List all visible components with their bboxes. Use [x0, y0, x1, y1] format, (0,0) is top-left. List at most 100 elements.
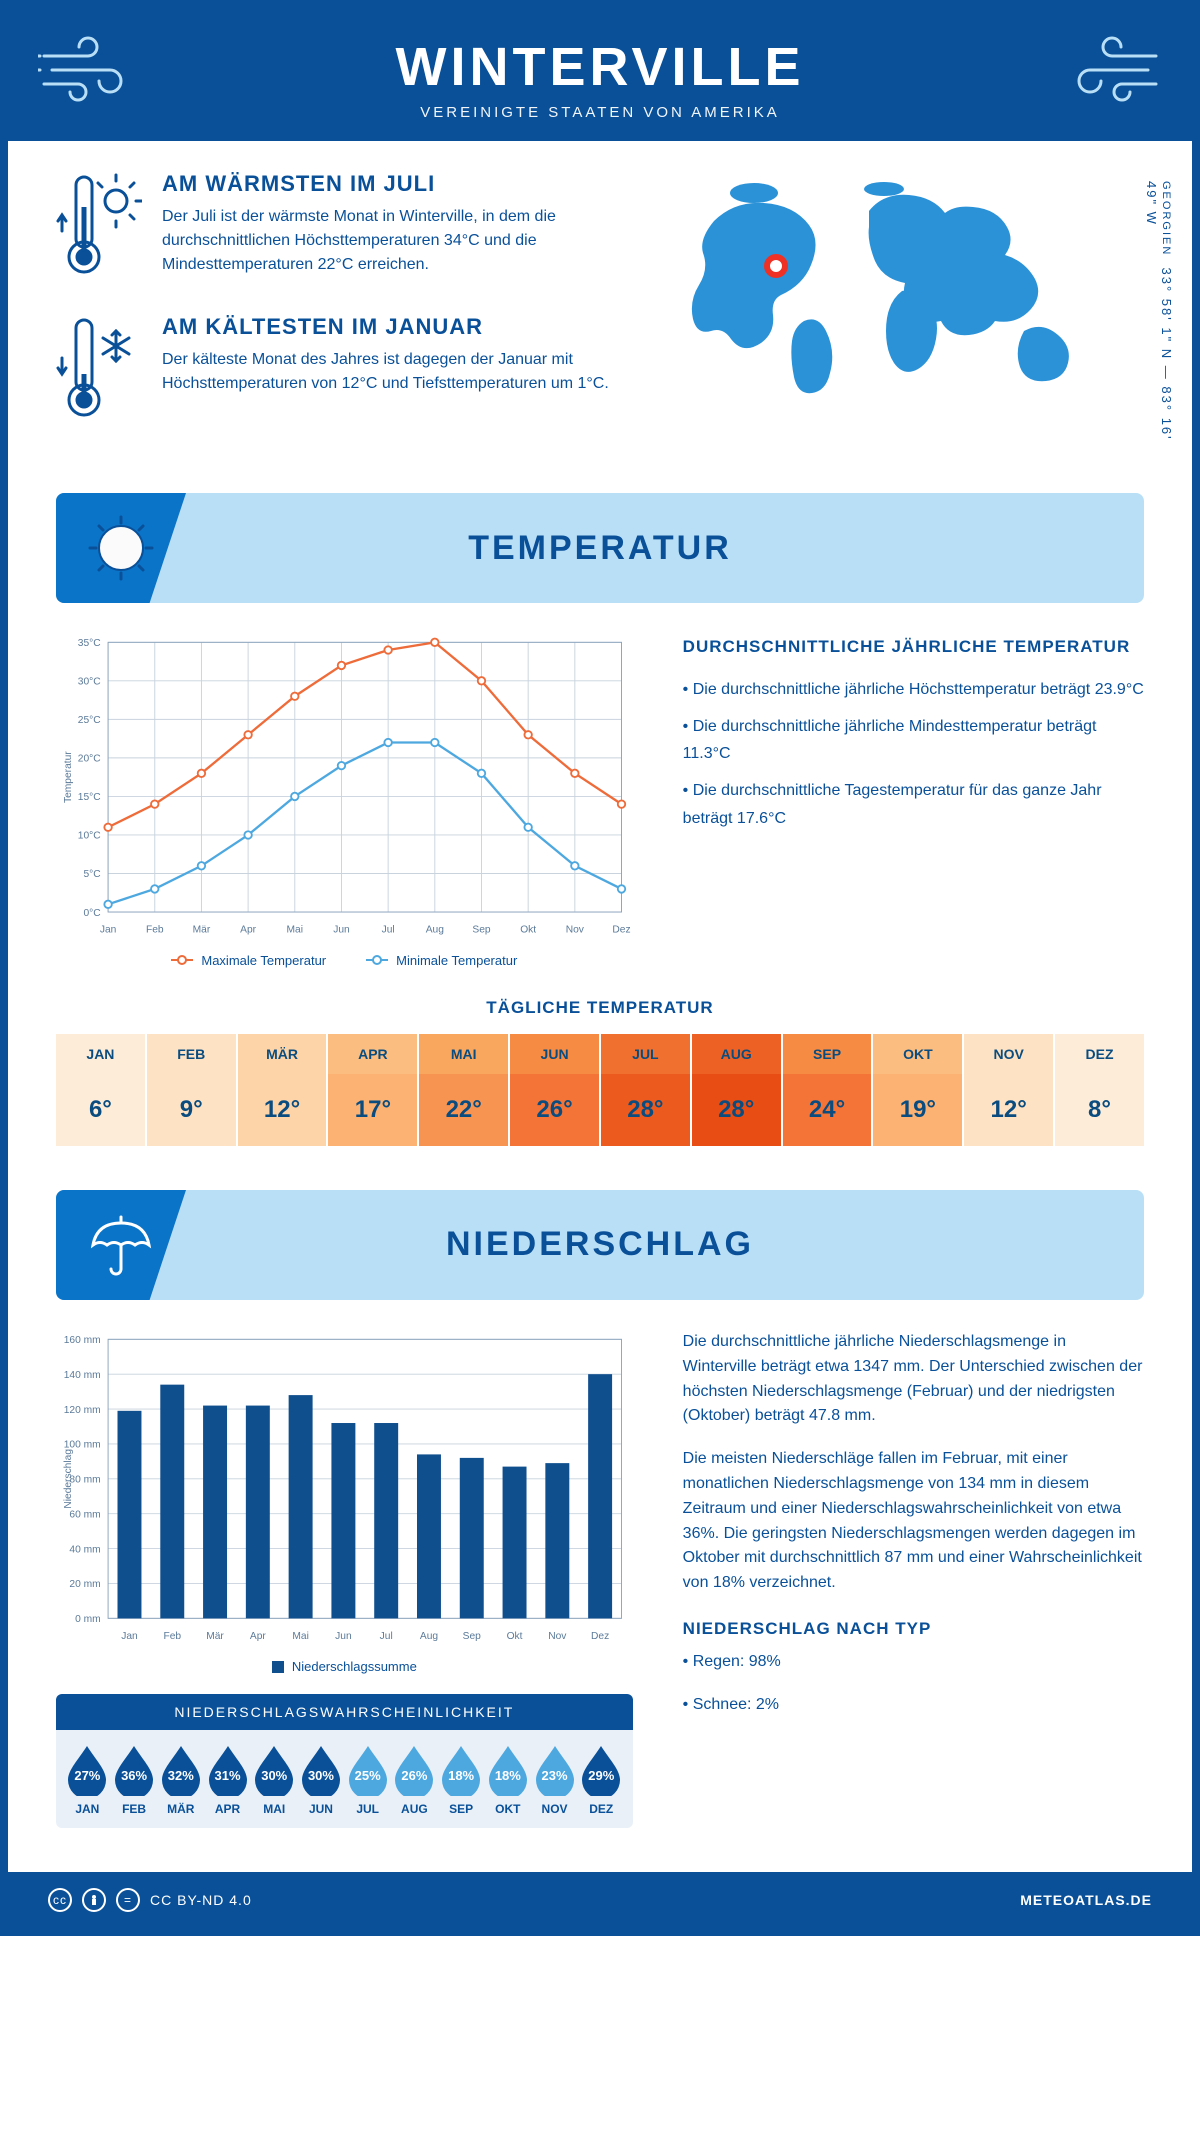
svg-text:140 mm: 140 mm: [64, 1370, 101, 1381]
svg-text:Jun: Jun: [335, 1631, 352, 1642]
section-title-precip: NIEDERSCHLAG: [446, 1225, 754, 1264]
license-text: CC BY-ND 4.0: [150, 1892, 252, 1908]
svg-text:Dez: Dez: [612, 924, 630, 935]
svg-text:5°C: 5°C: [83, 869, 100, 880]
svg-text:Okt: Okt: [507, 1631, 523, 1642]
svg-text:Sep: Sep: [463, 1631, 481, 1642]
svg-text:Feb: Feb: [163, 1631, 181, 1642]
daily-cell: AUG 28°: [692, 1034, 783, 1146]
prob-cell: 30% JUN: [298, 1744, 345, 1816]
prob-cell: 18% OKT: [484, 1744, 531, 1816]
wind-icon: [1052, 32, 1162, 102]
coldest-block: AM KÄLTESTEN IM JANUAR Der kälteste Mona…: [56, 314, 640, 429]
daily-cell: NOV 12°: [964, 1034, 1055, 1146]
svg-text:Aug: Aug: [420, 1631, 438, 1642]
page-subtitle: VEREINIGTE STAATEN VON AMERIKA: [8, 104, 1192, 121]
daily-cell: JUN 26°: [510, 1034, 601, 1146]
svg-text:60 mm: 60 mm: [69, 1509, 100, 1520]
warmest-body: Der Juli ist der wärmste Monat in Winter…: [162, 205, 640, 277]
svg-text:20°C: 20°C: [78, 754, 101, 765]
svg-text:15°C: 15°C: [78, 792, 101, 803]
page: WINTERVILLE VEREINIGTE STAATEN VON AMERI…: [0, 0, 1200, 1936]
prob-cell: 23% NOV: [531, 1744, 578, 1816]
thermometer-sun-icon: [56, 171, 142, 281]
prob-cell: 25% JUL: [344, 1744, 391, 1816]
svg-text:Apr: Apr: [240, 924, 256, 935]
svg-text:Temperatur: Temperatur: [63, 751, 74, 803]
daily-cell: OKT 19°: [873, 1034, 964, 1146]
legend-min: Minimale Temperatur: [366, 953, 517, 968]
daily-cell: FEB 9°: [147, 1034, 238, 1146]
footer: cc = CC BY-ND 4.0 METEOATLAS.DE: [8, 1872, 1192, 1928]
svg-text:30°C: 30°C: [78, 677, 101, 688]
svg-text:0 mm: 0 mm: [75, 1614, 101, 1625]
prob-cell: 18% SEP: [438, 1744, 485, 1816]
svg-text:Dez: Dez: [591, 1631, 609, 1642]
warmest-block: AM WÄRMSTEN IM JULI Der Juli ist der wär…: [56, 171, 640, 286]
svg-text:Jan: Jan: [121, 1631, 138, 1642]
svg-text:40 mm: 40 mm: [69, 1544, 100, 1555]
svg-text:Mai: Mai: [292, 1631, 308, 1642]
svg-text:Sep: Sep: [472, 924, 490, 935]
prob-cell: 29% DEZ: [578, 1744, 625, 1816]
world-map: [684, 171, 1104, 401]
daily-cell: DEZ 8°: [1055, 1034, 1144, 1146]
daily-cell: APR 17°: [328, 1034, 419, 1146]
nd-icon: =: [116, 1888, 140, 1912]
sun-icon: [86, 513, 156, 583]
legend-max: Maximale Temperatur: [171, 953, 326, 968]
precipitation-probability: NIEDERSCHLAGSWAHRSCHEINLICHKEIT 27% JAN …: [56, 1694, 633, 1828]
thermometer-snow-icon: [56, 314, 142, 424]
svg-text:160 mm: 160 mm: [64, 1335, 101, 1346]
svg-text:35°C: 35°C: [78, 638, 101, 649]
svg-text:Jul: Jul: [380, 1631, 393, 1642]
svg-text:Feb: Feb: [146, 924, 164, 935]
svg-text:Nov: Nov: [566, 924, 585, 935]
precipitation-chart: 0 mm20 mm40 mm60 mm80 mm100 mm120 mm140 …: [56, 1330, 633, 1674]
daily-heading: TÄGLICHE TEMPERATUR: [56, 998, 1144, 1018]
daily-temperature-table: JAN 6° FEB 9° MÄR 12° APR 17° MAI 22° JU…: [56, 1034, 1144, 1146]
wind-icon: [38, 32, 148, 102]
prob-cell: 31% APR: [204, 1744, 251, 1816]
svg-text:0°C: 0°C: [83, 908, 100, 919]
warmest-heading: AM WÄRMSTEN IM JULI: [162, 171, 640, 197]
page-title: WINTERVILLE: [8, 36, 1192, 98]
svg-text:Aug: Aug: [426, 924, 444, 935]
coldest-body: Der kälteste Monat des Jahres ist dagege…: [162, 348, 640, 396]
legend-precip: Niederschlagssumme: [272, 1659, 417, 1674]
svg-text:25°C: 25°C: [78, 715, 101, 726]
svg-text:120 mm: 120 mm: [64, 1405, 101, 1416]
prob-cell: 32% MÄR: [157, 1744, 204, 1816]
section-header-temp: TEMPERATUR: [56, 493, 1144, 603]
temp-summary: DURCHSCHNITTLICHE JÄHRLICHE TEMPERATUR •…: [683, 633, 1144, 968]
daily-cell: SEP 24°: [783, 1034, 874, 1146]
site-name: METEOATLAS.DE: [1020, 1892, 1152, 1908]
umbrella-icon: [85, 1209, 157, 1281]
svg-text:Mär: Mär: [193, 924, 211, 935]
svg-text:10°C: 10°C: [78, 831, 101, 842]
svg-text:20 mm: 20 mm: [69, 1579, 100, 1590]
precip-summary: Die durchschnittliche jährliche Niedersc…: [683, 1330, 1144, 1828]
coldest-heading: AM KÄLTESTEN IM JANUAR: [162, 314, 640, 340]
prob-cell: 36% FEB: [111, 1744, 158, 1816]
svg-text:Okt: Okt: [520, 924, 536, 935]
svg-text:Mär: Mär: [206, 1631, 224, 1642]
svg-text:Jun: Jun: [333, 924, 350, 935]
header: WINTERVILLE VEREINIGTE STAATEN VON AMERI…: [8, 8, 1192, 141]
daily-cell: JUL 28°: [601, 1034, 692, 1146]
svg-text:80 mm: 80 mm: [69, 1474, 100, 1485]
section-title-temp: TEMPERATUR: [468, 529, 732, 568]
prob-cell: 26% AUG: [391, 1744, 438, 1816]
svg-text:Nov: Nov: [548, 1631, 567, 1642]
section-header-precip: NIEDERSCHLAG: [56, 1190, 1144, 1300]
svg-text:Niederschlag: Niederschlag: [63, 1449, 74, 1509]
intro-section: AM WÄRMSTEN IM JULI Der Juli ist der wär…: [56, 171, 1144, 457]
svg-text:Apr: Apr: [250, 1631, 266, 1642]
by-icon: [82, 1888, 106, 1912]
svg-text:Jul: Jul: [382, 924, 395, 935]
svg-text:Mai: Mai: [287, 924, 303, 935]
prob-cell: 27% JAN: [64, 1744, 111, 1816]
prob-cell: 30% MAI: [251, 1744, 298, 1816]
cc-icon: cc: [48, 1888, 72, 1912]
coordinates: GEORGIEN 33° 58' 1" N — 83° 16' 49" W: [1144, 181, 1174, 457]
